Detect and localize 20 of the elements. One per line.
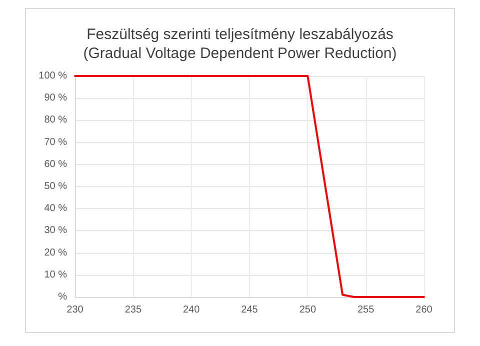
x-tick-label: 235 (124, 304, 142, 316)
x-tick-label: 245 (241, 304, 258, 316)
chart-title: Feszültség szerinti teljesítmény leszabályozás (86, 26, 394, 43)
x-tick-label: 255 (357, 304, 375, 316)
y-tick-label: 90 % (44, 92, 68, 104)
y-tick-label: 80 % (44, 114, 68, 126)
y-tick-label: 30 % (44, 225, 68, 236)
y-tick-label: 10 % (44, 269, 68, 280)
y-tick-label: 20 % (44, 247, 68, 258)
chart-subtitle: (Gradual Voltage Dependent Power Reduction) (83, 45, 397, 62)
x-tick-label: 230 (66, 304, 84, 316)
y-tick-label: 40 % (44, 203, 68, 214)
y-tick-label: 70 % (44, 136, 68, 148)
x-tick-label: 240 (182, 304, 200, 316)
y-tick-label: % (58, 292, 68, 302)
y-tick-label: 100 % (38, 70, 68, 82)
x-tick-label: 250 (299, 304, 316, 316)
y-tick-label: 60 % (44, 158, 68, 170)
y-tick-label: 50 % (44, 181, 68, 192)
x-tick-label: 260 (416, 304, 433, 316)
